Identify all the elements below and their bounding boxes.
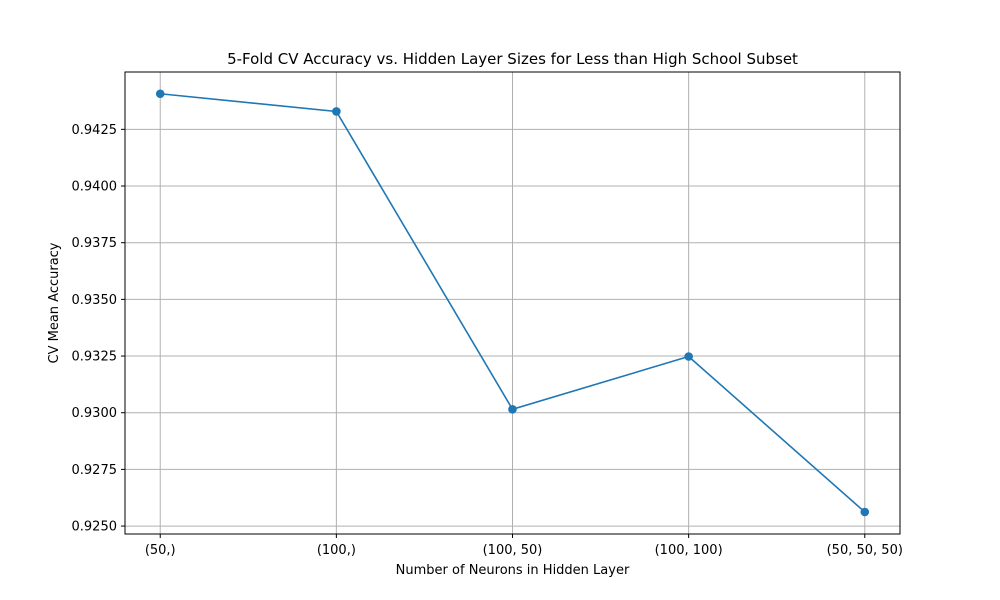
data-point (155, 89, 165, 99)
chart-title: 5-Fold CV Accuracy vs. Hidden Layer Size… (227, 50, 798, 68)
series-layer (155, 89, 870, 517)
x-axis-label: Number of Neurons in Hidden Layer (396, 563, 630, 578)
x-tick-label: (50,) (145, 543, 176, 558)
grid-lines (125, 72, 900, 534)
data-point (508, 405, 517, 414)
x-tick-label: (100, 100) (655, 543, 723, 558)
x-tick-label: (100,) (317, 543, 356, 558)
y-tick-label: 0.9300 (72, 406, 118, 421)
y-tick-label: 0.9250 (72, 520, 118, 535)
data-point (684, 352, 693, 361)
y-tick-label: 0.9325 (72, 350, 118, 365)
y-tick-label: 0.9425 (72, 123, 118, 138)
y-axis-label: CV Mean Accuracy (47, 242, 62, 363)
y-tick-label: 0.9400 (72, 180, 118, 195)
x-tick-label: (100, 50) (483, 543, 543, 558)
axis-ticks: (50,) (100,) (100, 50) (100, 100) (50, 50, 5… (72, 123, 903, 558)
y-tick-label: 0.9350 (72, 293, 118, 308)
y-tick-label: 0.9275 (72, 463, 118, 478)
y-tick-label: 0.9375 (72, 236, 118, 251)
data-point (860, 507, 870, 517)
x-tick-label: (50, 50, 50) (827, 543, 903, 558)
data-point (332, 107, 341, 116)
